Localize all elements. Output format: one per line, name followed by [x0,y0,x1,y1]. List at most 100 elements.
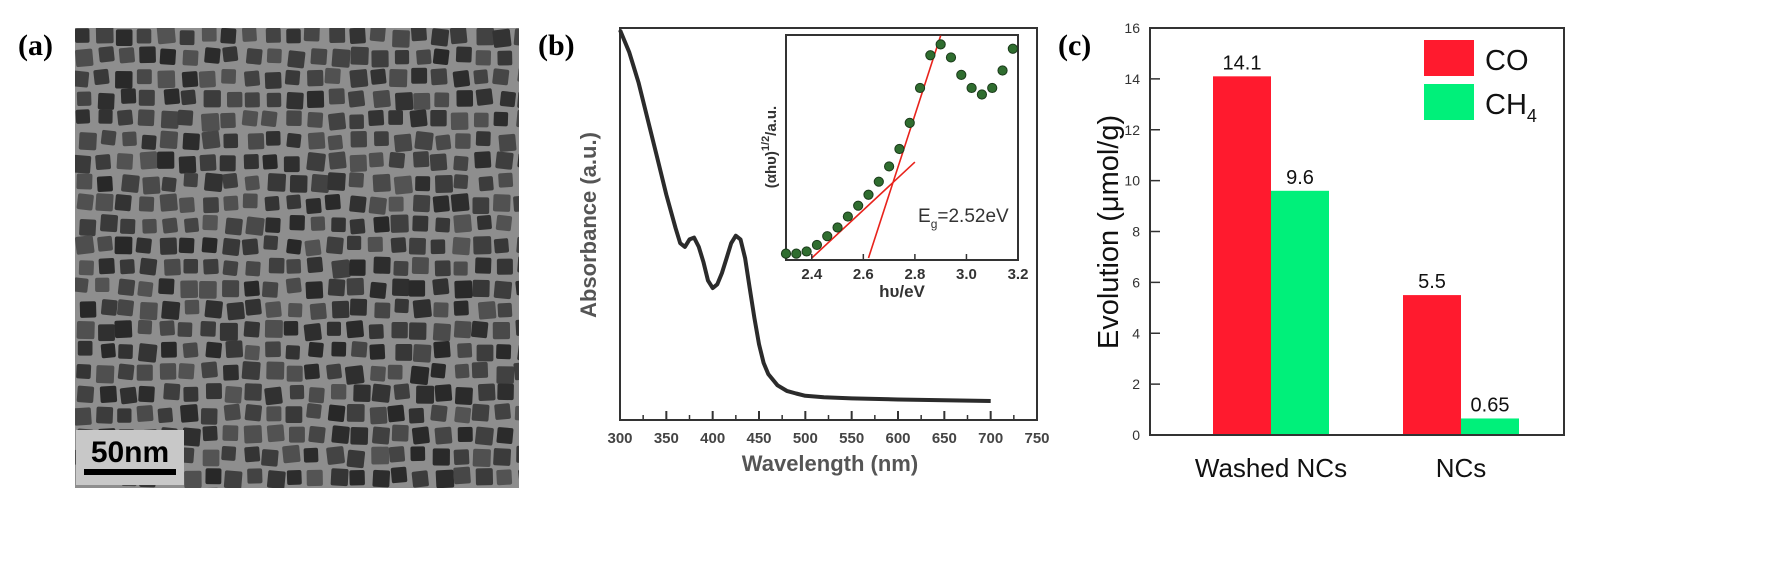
nanocube [118,344,133,359]
nanocube [289,512,304,527]
nanocube [387,404,405,423]
nanocube [201,509,219,527]
nanocube [353,384,371,402]
nanocube [324,193,341,211]
nanocube [241,28,257,42]
nanocube [430,68,448,86]
nanocube [416,49,432,65]
nanocube [520,302,537,319]
nanocube [285,406,303,423]
nanocube [115,29,133,46]
nanocube [244,490,259,505]
nanocube [349,259,366,276]
nanocube [200,112,220,132]
nanocube [265,130,281,146]
nanocube [408,407,425,424]
tauc-x-tick-label: 2.4 [801,266,823,283]
nanocube [540,427,558,445]
nanocube [119,259,135,275]
nanocube [116,153,134,170]
nanocube [517,256,519,274]
nanocube [201,28,217,42]
nanocube [266,48,282,64]
nanocube [497,50,513,66]
legend-ch4-sub: 4 [1527,106,1537,126]
evolution-y-tick-label: 6 [1132,274,1140,290]
nanocube [96,406,114,424]
nanocube [429,153,448,171]
nanocube [243,280,260,297]
nanocube [496,366,515,384]
nanocube [453,300,469,316]
tauc-y-label-main: (αhυ) [763,151,780,188]
nanocube [495,151,514,170]
nanocube [266,424,285,443]
absorbance-x-tick-label: 400 [700,430,725,447]
nanocube [514,491,534,511]
nanocube [200,408,218,425]
nanocube [453,320,472,339]
nanocube [492,28,512,48]
nanocube [75,70,90,88]
nanocube [220,28,237,44]
tauc-x-axis: 2.4 2.6 2.8 3.0 3.2 [801,254,1028,283]
nanocube [492,321,511,340]
nanocube [184,470,202,488]
nanocube [327,404,346,423]
nanocube [179,197,195,213]
nanocube [346,449,366,469]
tauc-point [884,161,895,172]
nanocube [226,512,241,527]
nanocube [346,235,362,251]
nanocube [476,511,492,527]
nanocube [368,109,385,126]
nanocube [117,408,132,423]
evolution-y-tick-label: 14 [1124,71,1140,87]
bandgap-annotation-value: =2.52eV [937,206,1009,227]
nanocube [494,403,511,420]
nanocube [416,385,435,404]
nanocube [306,256,324,274]
nanocube [414,131,434,151]
nanocube [139,46,156,64]
nanocube [139,257,158,276]
nanocube [247,133,265,150]
nanocube [476,344,494,362]
nanocube [453,466,471,485]
nanocube [310,48,328,66]
nanocube [95,28,114,44]
nanocube [158,278,175,295]
nanocube [96,488,114,506]
nanocube [388,446,406,463]
nanocube [139,301,158,321]
nanocube [137,343,158,363]
nanocube [75,235,95,255]
nanocube [115,489,133,507]
nanocube [118,47,135,64]
tauc-point [863,189,874,200]
nanocube [159,320,175,336]
tauc-point [945,52,957,63]
nanocube [430,363,446,379]
nanocube [331,300,350,319]
nanocube [95,154,112,171]
bar-value-label: 5.5 [1418,271,1446,293]
nanocube [388,110,404,125]
nanocube [121,174,140,193]
nanocube [331,217,346,233]
nanocube [513,195,519,212]
nanocube [327,172,346,191]
nanocube [351,341,368,358]
nanocube [492,68,510,86]
nanocube [372,89,391,109]
nanocube [415,176,431,192]
nanocube [180,89,197,106]
nanocube [159,237,178,255]
nanocube [369,344,386,360]
nanocube [97,92,115,110]
nanocube [493,238,510,254]
nanocube [263,235,279,251]
nanocube [307,69,324,87]
tauc-point [780,248,792,259]
nanocube [117,278,136,296]
